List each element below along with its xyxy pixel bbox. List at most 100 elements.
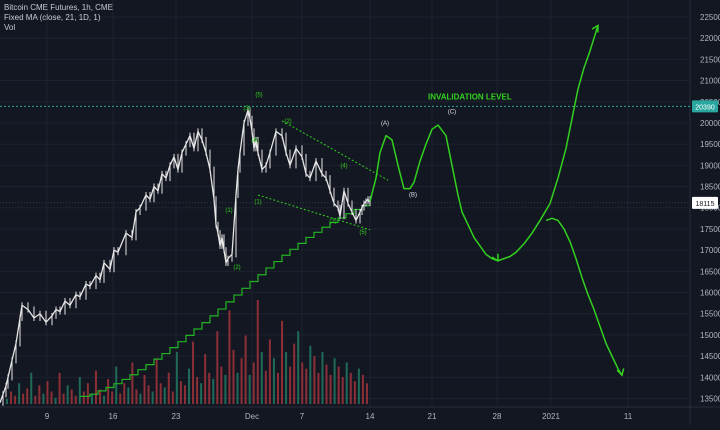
volume-bar <box>345 362 348 404</box>
alternate-path-line[interactable] <box>545 217 623 376</box>
arrowhead-up <box>591 24 599 33</box>
time-tick-label: 21 <box>428 412 437 421</box>
volume-bar <box>151 391 154 404</box>
price-tick-label: 19500 <box>700 140 720 149</box>
volume-bar <box>228 310 231 404</box>
volume-bar <box>38 385 41 404</box>
volume-bar <box>26 388 29 404</box>
volume-bar <box>18 383 21 404</box>
volume-bar <box>175 352 178 404</box>
volume-bar <box>317 372 320 404</box>
trendline[interactable] <box>281 120 389 181</box>
volume-bar <box>361 374 364 404</box>
volume-bar <box>14 395 17 404</box>
volume-bar <box>341 376 344 404</box>
wave-label: (5) <box>359 230 366 236</box>
volume-bar <box>297 331 300 404</box>
volume-bar <box>115 366 118 404</box>
volume-bar <box>301 362 304 404</box>
volume-bar <box>224 374 227 404</box>
volume-bar <box>353 381 356 404</box>
volume-bar <box>155 358 158 404</box>
price-tick-label: 20000 <box>700 119 720 128</box>
volume-bar <box>90 393 93 404</box>
volume-bar <box>46 381 49 404</box>
volume-bar <box>313 356 316 404</box>
arrowhead-down <box>491 253 499 263</box>
price-tick-label: 13500 <box>700 395 720 404</box>
volume-indicator-label[interactable]: Vol <box>4 23 16 32</box>
price-tick-label: 21500 <box>700 55 720 64</box>
volume-bar <box>163 387 166 404</box>
time-tick-label: 7 <box>300 412 305 421</box>
time-tick-label: 14 <box>366 412 375 421</box>
volume-bar <box>272 358 275 404</box>
volume-bar <box>70 389 73 404</box>
volume-bar <box>212 379 215 404</box>
wave-label: (2) <box>233 265 240 271</box>
symbol-title[interactable]: Bitcoin CME Futures, 1h, CME <box>4 3 113 12</box>
projected-path-line[interactable] <box>369 25 599 262</box>
volume-bar <box>179 381 182 404</box>
price-tick-label: 15500 <box>700 310 720 319</box>
volume-bar <box>6 398 8 404</box>
volume-bar <box>365 383 368 404</box>
volume-bar <box>216 331 219 404</box>
price-tick-label: 16500 <box>700 267 720 276</box>
time-tick-label: 9 <box>45 412 50 421</box>
time-tick-label: 28 <box>493 412 502 421</box>
volume-bar <box>34 395 37 404</box>
volume-bar <box>321 352 324 404</box>
price-tick-label: 15000 <box>700 331 720 340</box>
volume-bar <box>329 374 332 404</box>
chart-legend: Bitcoin CME Futures, 1h, CME Fixed MA (c… <box>4 3 113 33</box>
volume-bar <box>143 374 146 404</box>
price-tick-label: 17000 <box>700 246 720 255</box>
price-tick-label: 14000 <box>700 373 720 382</box>
volume-bar <box>264 370 267 404</box>
wave-label: (2) <box>284 119 291 125</box>
volume-bar <box>325 364 328 404</box>
moving-average-line <box>80 202 371 398</box>
wave-label: (C) <box>448 110 456 116</box>
price-tick-label: 22500 <box>700 13 720 22</box>
time-tick-label: 23 <box>172 412 181 421</box>
volume-bar <box>289 366 292 404</box>
volume-bar <box>349 372 352 404</box>
volume-bar <box>196 376 199 404</box>
volume-bar <box>78 376 81 404</box>
price-tick-label: 17500 <box>700 225 720 234</box>
volume-bar <box>74 395 77 404</box>
ma-indicator-label[interactable]: Fixed MA (close, 21, 1D, 1) <box>4 13 101 22</box>
volume-bar <box>159 383 162 404</box>
volume-bar <box>135 389 138 404</box>
volume-bar <box>127 387 130 404</box>
volume-bar <box>305 368 308 404</box>
wave-label: (B) <box>409 192 417 198</box>
volume-bar <box>281 320 284 404</box>
last-price-tag-bg <box>692 196 718 209</box>
volume-bar <box>293 343 296 404</box>
volume-bar <box>244 335 247 404</box>
volume-bar <box>123 383 126 404</box>
wave-label: (1) <box>254 200 261 206</box>
volume-bar <box>240 358 243 404</box>
volume-bar <box>22 393 25 404</box>
volume-bar <box>248 374 251 404</box>
wave-label: (5) <box>255 93 262 99</box>
price-tick-label: 19000 <box>700 161 720 170</box>
volume-bar <box>236 372 239 404</box>
volume-bar <box>62 393 65 404</box>
volume-bar <box>276 372 279 404</box>
volume-bar <box>94 370 97 404</box>
volume-bar <box>268 339 271 404</box>
trendline[interactable] <box>257 194 371 231</box>
price-tick-label: 21000 <box>700 77 720 86</box>
volume-bar <box>66 385 69 404</box>
volume-bar <box>337 366 340 404</box>
volume-bar <box>107 379 110 404</box>
volume-bar <box>183 385 186 404</box>
volume-bar <box>188 368 190 404</box>
